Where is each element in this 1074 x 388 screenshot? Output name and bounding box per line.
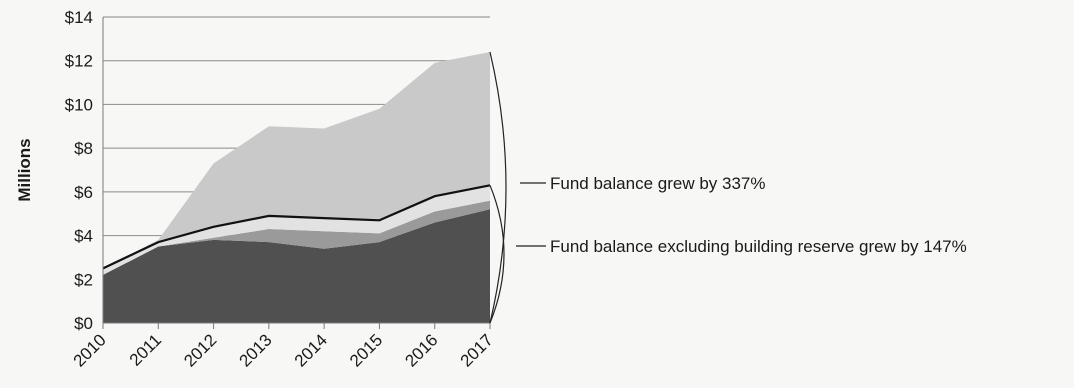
x-tick-label: 2013 xyxy=(236,330,276,370)
y-tick-label: $2 xyxy=(74,270,93,289)
y-tick-label: $6 xyxy=(74,183,93,202)
x-tick-label: 2010 xyxy=(70,330,110,370)
annotations: Fund balance grew by 337% Fund balance e… xyxy=(489,51,967,324)
annotation-total-growth: Fund balance grew by 337% xyxy=(550,174,765,193)
annotation-bracket-total xyxy=(489,51,507,324)
x-tick-label: 2016 xyxy=(401,330,441,370)
y-tick-label: $14 xyxy=(65,8,93,27)
annotation-excluding-reserve-growth: Fund balance excluding building reserve … xyxy=(550,237,967,256)
y-tick-label: $4 xyxy=(74,227,93,246)
area-series-2 xyxy=(103,200,490,275)
area-series xyxy=(103,52,490,323)
boundary-line-group xyxy=(102,184,491,270)
x-tick-label: 2014 xyxy=(291,330,331,370)
y-tick-labels: $0 $2 $4 $6 $8 $10 $12 $14 xyxy=(65,8,93,333)
axes xyxy=(102,17,491,329)
annotation-bracket-excluding xyxy=(489,185,505,324)
x-tick-label: 2017 xyxy=(457,330,497,370)
y-tick-label: $0 xyxy=(74,314,93,333)
boundary-line xyxy=(102,184,491,270)
area-series-1 xyxy=(103,209,490,323)
area-series-4 xyxy=(103,52,490,269)
x-tick-label: 2012 xyxy=(180,330,220,370)
y-tick-label: $10 xyxy=(65,95,93,114)
x-tick-label: 2015 xyxy=(346,330,386,370)
y-tick-label: $12 xyxy=(65,52,93,71)
area-series-3 xyxy=(103,185,490,275)
y-tick-label: $8 xyxy=(74,139,93,158)
x-tick-labels: 2010 2011 2012 2013 2014 2015 2016 2017 xyxy=(70,330,497,370)
y-axis-title: Millions xyxy=(15,138,34,201)
x-tick-label: 2011 xyxy=(126,330,165,369)
